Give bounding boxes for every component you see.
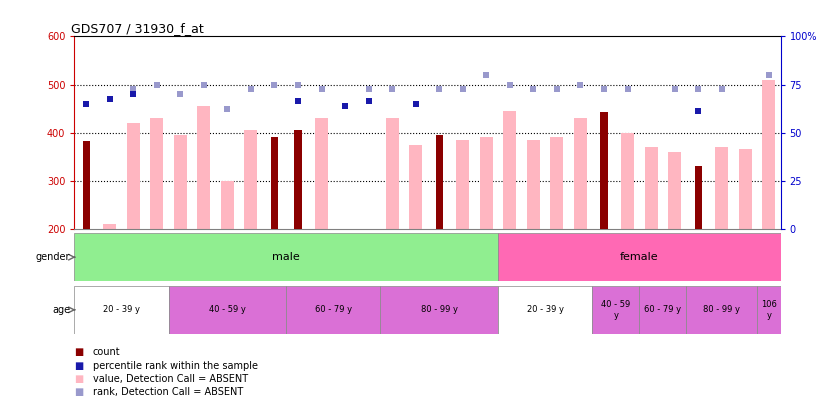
Text: ■: ■ xyxy=(74,374,83,384)
Bar xyxy=(74,286,169,334)
Bar xyxy=(601,112,608,229)
Text: gender: gender xyxy=(36,252,70,262)
Bar xyxy=(409,145,422,229)
Text: 40 - 59 y: 40 - 59 y xyxy=(209,305,246,314)
Text: ■: ■ xyxy=(74,347,83,357)
Bar xyxy=(644,147,657,229)
Bar xyxy=(498,233,781,281)
Bar xyxy=(592,286,639,334)
Bar xyxy=(386,118,399,229)
Bar xyxy=(294,130,301,229)
Text: 20 - 39 y: 20 - 39 y xyxy=(527,305,563,314)
Bar xyxy=(498,286,592,334)
Bar xyxy=(621,133,634,229)
Bar xyxy=(83,141,90,229)
Bar xyxy=(315,118,328,229)
Bar xyxy=(757,286,781,334)
Bar xyxy=(668,152,681,229)
Text: 60 - 79 y: 60 - 79 y xyxy=(644,305,681,314)
Text: ■: ■ xyxy=(74,361,83,371)
Bar xyxy=(221,181,234,229)
Bar xyxy=(527,140,540,229)
Text: count: count xyxy=(93,347,120,357)
Bar xyxy=(738,149,752,229)
Text: 80 - 99 y: 80 - 99 y xyxy=(420,305,458,314)
Text: male: male xyxy=(273,252,300,262)
Text: 60 - 79 y: 60 - 79 y xyxy=(315,305,352,314)
Bar xyxy=(456,140,469,229)
Bar xyxy=(286,286,380,334)
Text: value, Detection Call = ABSENT: value, Detection Call = ABSENT xyxy=(93,374,248,384)
Text: 20 - 39 y: 20 - 39 y xyxy=(103,305,140,314)
Bar xyxy=(74,233,498,281)
Text: rank, Detection Call = ABSENT: rank, Detection Call = ABSENT xyxy=(93,388,243,397)
Text: age: age xyxy=(52,305,70,315)
Bar xyxy=(173,135,187,229)
Text: female: female xyxy=(620,252,658,262)
Bar xyxy=(271,137,278,229)
Bar xyxy=(126,123,140,229)
Text: ■: ■ xyxy=(74,388,83,397)
Bar xyxy=(574,118,587,229)
Bar xyxy=(550,137,563,229)
Bar xyxy=(197,106,211,229)
Text: 40 - 59
y: 40 - 59 y xyxy=(601,300,630,320)
Bar xyxy=(695,166,702,229)
Text: 106
y: 106 y xyxy=(761,300,776,320)
Bar xyxy=(686,286,757,334)
Bar xyxy=(639,286,686,334)
Bar xyxy=(169,286,286,334)
Bar xyxy=(503,111,516,229)
Text: 80 - 99 y: 80 - 99 y xyxy=(703,305,740,314)
Bar xyxy=(380,286,498,334)
Text: percentile rank within the sample: percentile rank within the sample xyxy=(93,361,258,371)
Bar xyxy=(103,224,116,229)
Bar xyxy=(435,135,443,229)
Bar xyxy=(762,80,776,229)
Bar xyxy=(244,130,258,229)
Text: GDS707 / 31930_f_at: GDS707 / 31930_f_at xyxy=(71,22,203,35)
Bar xyxy=(150,118,164,229)
Bar xyxy=(480,137,493,229)
Bar xyxy=(715,147,729,229)
